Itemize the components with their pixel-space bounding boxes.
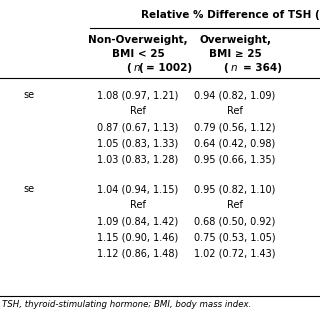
Text: 0.64 (0.42, 0.98): 0.64 (0.42, 0.98) [194, 138, 276, 148]
Text: $n$: $n$ [230, 63, 238, 73]
Text: Ref: Ref [227, 200, 243, 210]
Text: 1.03 (0.83, 1.28): 1.03 (0.83, 1.28) [97, 154, 179, 164]
Text: TSH, thyroid-stimulating hormone; BMI, body mass index.: TSH, thyroid-stimulating hormone; BMI, b… [2, 300, 252, 309]
Text: Overweight,: Overweight, [199, 35, 271, 45]
Text: (: ( [223, 63, 228, 73]
Text: 1.09 (0.84, 1.42): 1.09 (0.84, 1.42) [97, 216, 179, 226]
Text: se: se [24, 90, 35, 100]
Text: 0.79 (0.56, 1.12): 0.79 (0.56, 1.12) [194, 122, 276, 132]
Text: Ref: Ref [227, 106, 243, 116]
Text: 1.08 (0.97, 1.21): 1.08 (0.97, 1.21) [97, 90, 179, 100]
Text: (: ( [138, 63, 143, 73]
Text: 0.75 (0.53, 1.05): 0.75 (0.53, 1.05) [194, 232, 276, 242]
Text: 0.87 (0.67, 1.13): 0.87 (0.67, 1.13) [97, 122, 179, 132]
Text: = 1002): = 1002) [146, 63, 192, 73]
Text: Relative % Difference of TSH (: Relative % Difference of TSH ( [141, 10, 320, 20]
Text: Ref: Ref [130, 200, 146, 210]
Text: (: ( [126, 63, 131, 73]
Text: 0.95 (0.82, 1.10): 0.95 (0.82, 1.10) [194, 184, 276, 194]
Text: Non-Overweight,: Non-Overweight, [88, 35, 188, 45]
Text: 0.95 (0.66, 1.35): 0.95 (0.66, 1.35) [194, 154, 276, 164]
Text: BMI ≥ 25: BMI ≥ 25 [209, 49, 261, 59]
Text: 0.94 (0.82, 1.09): 0.94 (0.82, 1.09) [194, 90, 276, 100]
Text: Ref: Ref [130, 106, 146, 116]
Text: 1.02 (0.72, 1.43): 1.02 (0.72, 1.43) [194, 248, 276, 258]
Text: $n$: $n$ [133, 63, 141, 73]
Text: 1.05 (0.83, 1.33): 1.05 (0.83, 1.33) [97, 138, 179, 148]
Text: 1.04 (0.94, 1.15): 1.04 (0.94, 1.15) [97, 184, 179, 194]
Text: se: se [24, 184, 35, 194]
Text: 1.12 (0.86, 1.48): 1.12 (0.86, 1.48) [97, 248, 179, 258]
Text: BMI < 25: BMI < 25 [112, 49, 164, 59]
Text: = 364): = 364) [243, 63, 282, 73]
Text: 0.68 (0.50, 0.92): 0.68 (0.50, 0.92) [194, 216, 276, 226]
Text: 1.15 (0.90, 1.46): 1.15 (0.90, 1.46) [97, 232, 179, 242]
